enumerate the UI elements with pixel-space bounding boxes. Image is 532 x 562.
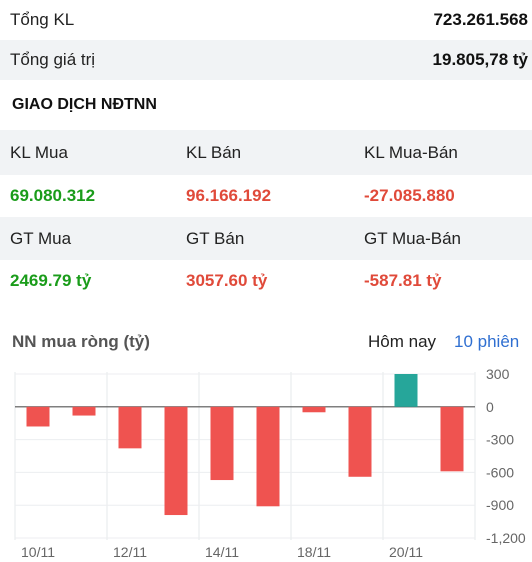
buy-value-header: GT Mua [10, 228, 72, 248]
total-value-value: 19.805,78 tỷ [432, 50, 528, 69]
total-value-row: Tổng giá trị 19.805,78 tỷ [0, 40, 532, 80]
total-value-label: Tổng giá trị [10, 50, 96, 69]
x-tick-label: 12/11 [113, 544, 147, 560]
foreign-value-headers: GT Mua GT Bán GT Mua-Bán [0, 217, 532, 260]
y-tick-label: -900 [486, 497, 514, 513]
foreign-section-header: GIAO DỊCH NĐTNN [0, 80, 532, 130]
x-tick-label: 10/11 [21, 544, 55, 560]
sell-volume-value: 96.166.192 [186, 186, 272, 205]
y-tick-label: -1,200 [486, 530, 526, 546]
buy-volume-header: KL Mua [10, 142, 68, 162]
foreign-volume-values: 69.080.312 96.166.192 -27.085.880 [0, 175, 532, 217]
y-tick-label: -600 [486, 464, 514, 480]
bar-11-11[interactable] [72, 406, 96, 416]
total-volume-row: Tổng KL 723.261.568 [0, 0, 532, 40]
bar-12-11[interactable] [118, 406, 142, 449]
sell-volume-header: KL Bán [186, 142, 242, 162]
bar-layer [26, 374, 464, 516]
y-tick-label: -300 [486, 432, 514, 448]
bar-19-11[interactable] [348, 406, 372, 477]
sell-value-header: GT Bán [186, 228, 245, 248]
bar-21-11[interactable] [440, 406, 464, 472]
buy-value-value: 2469.79 tỷ [10, 271, 92, 290]
bar-13-11[interactable] [164, 406, 188, 516]
net-volume-value: -27.085.880 [364, 186, 455, 205]
foreign-volume-headers: KL Mua KL Bán KL Mua-Bán [0, 130, 532, 175]
sell-value-value: 3057.60 tỷ [186, 271, 268, 290]
net-volume-header: KL Mua-Bán [364, 142, 458, 162]
bar-10-11[interactable] [26, 406, 50, 427]
tab-10-sessions[interactable]: 10 phiên [454, 332, 520, 351]
chart-header: NN mua ròng (tỷ) Hôm nay 10 phiên [0, 330, 532, 356]
net-buy-bar-chart: 300 0 -300 -600 -900 -1,200 10/11 12/11 14/11 18… [14, 366, 526, 560]
bar-18-11[interactable] [302, 406, 326, 413]
x-tick-label: 14/11 [205, 544, 239, 560]
x-tick-label: 20/11 [389, 544, 423, 560]
bar-20-11[interactable] [394, 374, 418, 407]
buy-volume-value: 69.080.312 [10, 186, 96, 205]
foreign-value-values: 2469.79 tỷ 3057.60 tỷ -587.81 tỷ [0, 260, 532, 302]
bar-17-11[interactable] [256, 406, 280, 507]
y-tick-layer: 300 0 -300 -600 -900 -1,200 [486, 366, 526, 546]
x-tick-layer: 10/11 12/11 14/11 18/11 20/11 [21, 544, 423, 560]
net-value-value: -587.81 tỷ [364, 271, 442, 290]
foreign-section-title: GIAO DỊCH NĐTNN [12, 96, 157, 113]
y-tick-label: 0 [486, 399, 494, 415]
bar-14-11[interactable] [210, 406, 234, 481]
net-value-header: GT Mua-Bán [364, 228, 462, 248]
grid-layer [14, 372, 476, 540]
total-volume-value: 723.261.568 [433, 10, 528, 29]
tab-today[interactable]: Hôm nay [368, 332, 437, 351]
chart-title: NN mua ròng (tỷ) [12, 332, 150, 351]
x-tick-label: 18/11 [297, 544, 331, 560]
y-tick-label: 300 [486, 366, 510, 382]
total-volume-label: Tổng KL [10, 10, 75, 29]
